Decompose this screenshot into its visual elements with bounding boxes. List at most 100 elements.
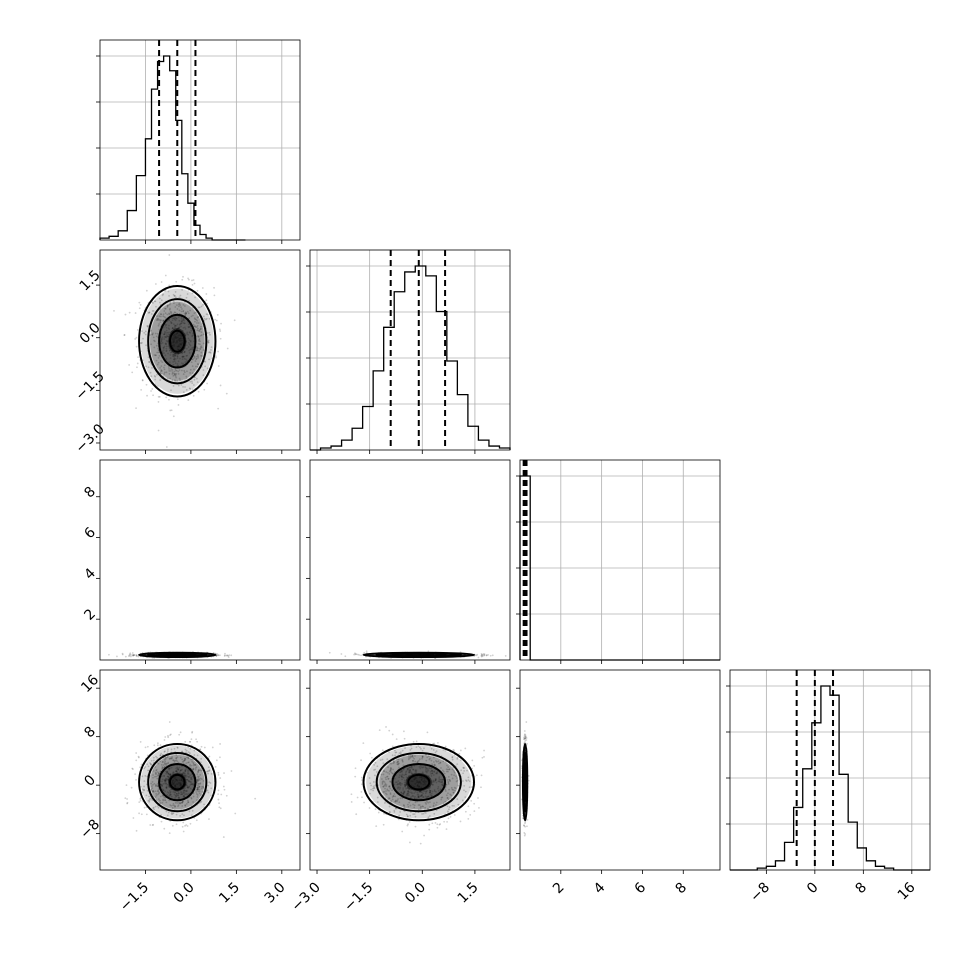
scatter-point [165, 772, 168, 775]
scatter-point [430, 759, 433, 762]
scatter-point [150, 797, 153, 800]
scatter-point [184, 774, 187, 777]
scatter-point [382, 773, 385, 776]
scatter-point [405, 795, 407, 798]
scatter-point [168, 372, 171, 375]
scatter-point [166, 750, 169, 752]
scatter-point [223, 772, 225, 774]
scatter-point [418, 804, 421, 806]
scatter-point [182, 309, 185, 312]
scatter-point [385, 771, 388, 773]
scatter-point [196, 349, 198, 352]
scatter-point [196, 786, 199, 789]
scatter-point [372, 789, 375, 792]
scatter-point [191, 346, 194, 349]
scatter-point [382, 780, 385, 783]
scatter-point [135, 829, 138, 832]
scatter-point [383, 784, 386, 787]
scatter-point [171, 327, 174, 330]
scatter-point [424, 801, 427, 804]
scatter-point [154, 775, 156, 778]
scatter-point [179, 815, 182, 817]
scatter-point [436, 826, 439, 829]
scatter-point [200, 345, 203, 348]
scatter-point [181, 813, 184, 815]
scatter-point [374, 768, 377, 771]
scatter-point [175, 795, 178, 798]
scatter-point [169, 377, 172, 380]
scatter-point [182, 275, 184, 278]
scatter-point [407, 792, 409, 795]
scatter-point [435, 790, 437, 793]
scatter-point [190, 781, 192, 784]
scatter-point [360, 759, 362, 762]
scatter-point [398, 752, 401, 755]
scatter-point [400, 775, 403, 778]
scatter-point [151, 310, 154, 312]
scatter-point [155, 359, 158, 362]
scatter-point [157, 401, 160, 403]
scatter-point [196, 353, 199, 356]
scatter-point [430, 775, 433, 777]
scatter-point [489, 654, 492, 657]
scatter-point [155, 344, 158, 347]
scatter-point [195, 347, 198, 350]
scatter-point [217, 654, 220, 656]
scatter-point [454, 787, 457, 790]
scatter-point [192, 784, 195, 786]
scatter-point [362, 742, 365, 745]
scatter-point [177, 796, 180, 799]
scatter-point [208, 770, 210, 772]
scatter-point [161, 350, 164, 353]
scatter-point [414, 815, 417, 818]
scatter-point [477, 656, 480, 659]
scatter-point [150, 788, 153, 791]
scatter-point [207, 772, 210, 775]
scatter-point [124, 313, 127, 316]
scatter-point [163, 779, 166, 782]
scatter-point [445, 770, 448, 773]
scatter-point [157, 324, 160, 327]
scatter-point [389, 766, 392, 769]
scatter-point [190, 777, 193, 779]
scatter-point [163, 366, 165, 369]
scatter-point [402, 788, 404, 791]
scatter-point [408, 801, 411, 804]
scatter-point [193, 378, 196, 381]
scatter-point [394, 754, 396, 757]
scatter-point [135, 778, 137, 781]
joint-panel-0-1: −3.0−1.50.01.5 [73, 249, 301, 456]
scatter-point [398, 788, 401, 791]
scatter-point [383, 770, 385, 773]
scatter-point [424, 768, 427, 771]
scatter-point [164, 307, 166, 310]
scatter-point [190, 797, 193, 800]
scatter-point [208, 818, 210, 820]
scatter-point [449, 780, 452, 783]
scatter-point [189, 765, 191, 767]
scatter-point [172, 385, 175, 387]
scatter-point [206, 332, 209, 334]
scatter-point [191, 372, 194, 375]
scatter-point [187, 346, 190, 348]
scatter-point [185, 824, 188, 826]
scatter-point [160, 332, 163, 334]
scatter-point [208, 755, 211, 758]
scatter-point [176, 756, 179, 759]
scatter-point [385, 778, 387, 781]
scatter-point [217, 654, 219, 657]
scatter-point [206, 770, 209, 773]
scatter-point [199, 748, 202, 751]
scatter-point [426, 768, 429, 771]
scatter-point [163, 336, 166, 338]
scatter-point [413, 806, 416, 809]
scatter-point [202, 333, 205, 336]
scatter-point [190, 361, 193, 364]
scatter-point [164, 335, 167, 338]
scatter-point [373, 769, 375, 771]
scatter-point [480, 654, 483, 657]
scatter-point [160, 340, 162, 343]
scatter-point [168, 767, 171, 770]
scatter-point [173, 353, 175, 356]
scatter-point [198, 778, 201, 780]
